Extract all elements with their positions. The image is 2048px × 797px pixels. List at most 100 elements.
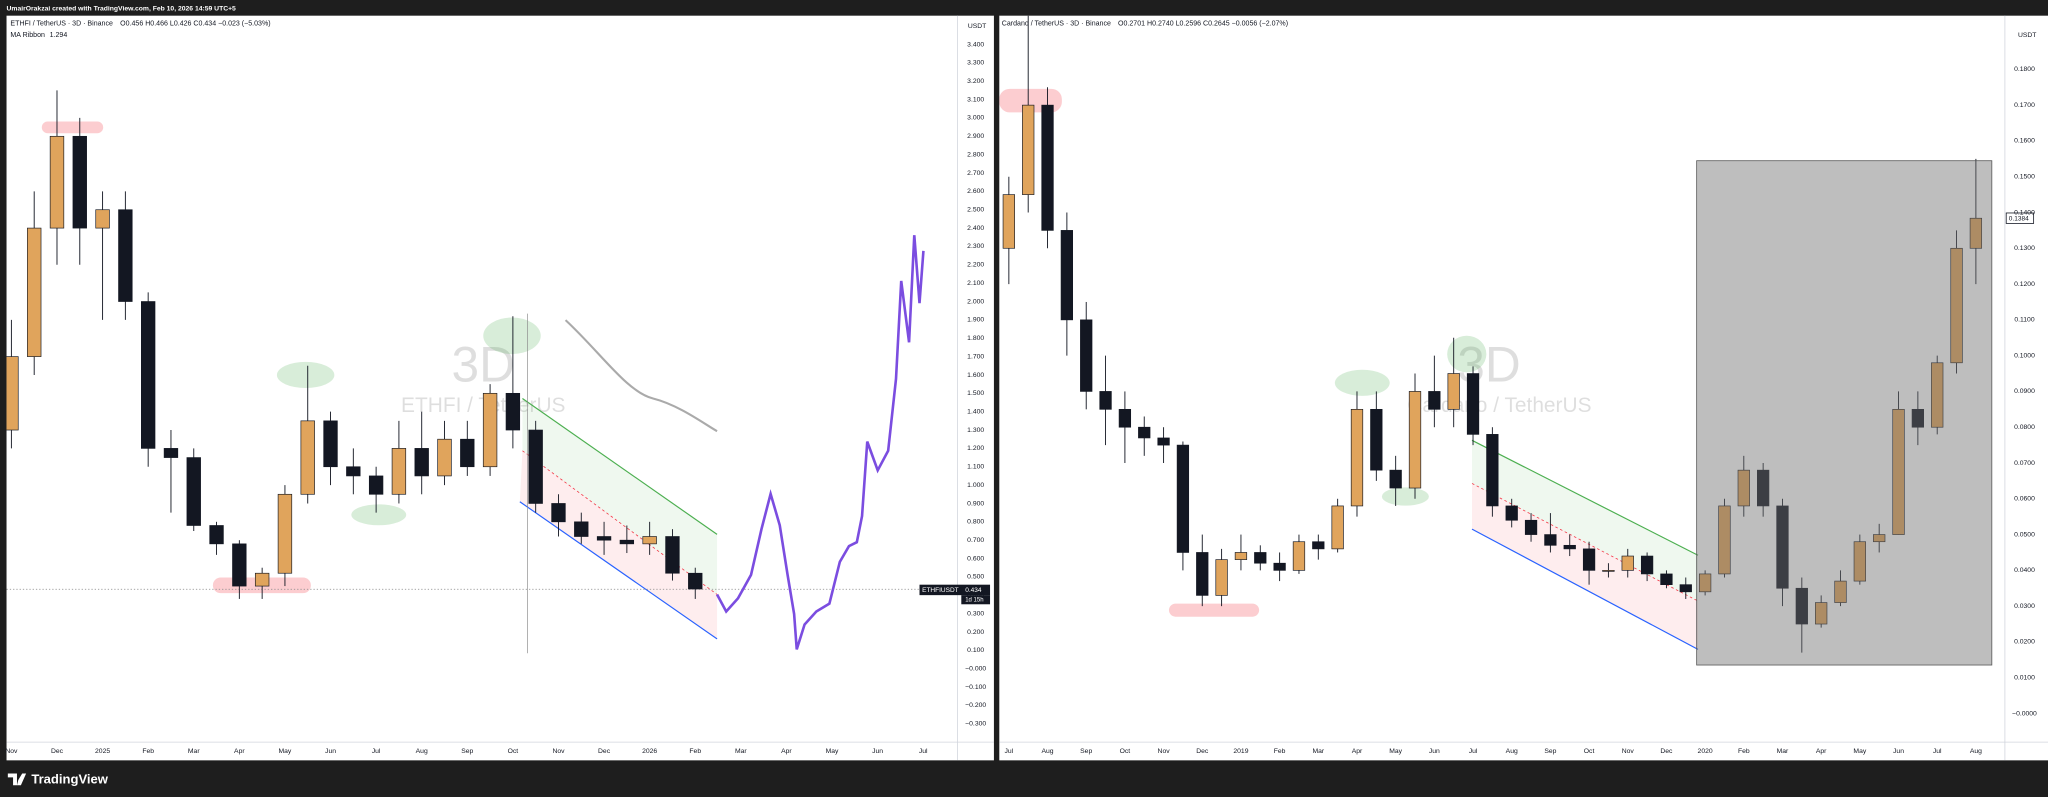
y-tick-label: −0.300 [965,721,986,728]
x-tick-label: Dec [1660,748,1673,755]
x-tick-label: Mar [188,748,200,755]
x-tick-label: May [1389,748,1402,755]
x-tick-label: Sep [1080,748,1092,755]
y-tick-label: 3.300 [967,60,984,67]
x-tick-label: Sep [461,748,473,755]
channel-line [1471,528,1699,650]
x-tick-label: Apr [781,748,792,755]
candle-body [665,536,680,574]
x-tick-label: Nov [552,748,565,755]
y-tick-label: 0.0800 [2014,424,2035,431]
candle-body [1176,444,1190,553]
y-tick-label: −0.0000 [2012,710,2037,717]
watermark: 3D [452,337,515,393]
x-tick-label: Jul [1933,748,1942,755]
candle-body [1312,541,1325,550]
right-panel [999,15,2048,761]
y-tick-label: 3.400 [967,41,984,48]
candle-body [1582,548,1596,571]
x-tick-label: May [826,748,839,755]
candle-body [642,536,657,545]
candle-body [1389,469,1402,489]
candle-body [1660,573,1673,585]
y-tick-label: 0.0300 [2014,603,2035,610]
indicator: MA Ribbon [10,32,45,39]
y-tick-label: 2.900 [967,133,984,140]
countdown-bg [961,595,991,605]
x-tick-label: Jun [1429,748,1440,755]
y-tick-label: 2.500 [967,207,984,214]
divider [993,15,1000,761]
channel-fill [519,450,718,639]
candle-body [186,457,201,526]
y-tick-label: 1.700 [967,353,984,360]
candle-body [391,448,407,495]
x-tick-label: Oct [508,748,519,755]
brand: TradingView [31,771,108,786]
y-tick-label: 3.100 [967,96,984,103]
candle-body [1563,544,1576,550]
candle-body [1408,391,1422,489]
y-tick-label: 0.1500 [2014,174,2035,181]
x-tick-label: 2019 [1233,748,1248,755]
candle-body [209,525,224,545]
highlight [276,361,335,389]
candle-body [1757,469,1770,507]
candle-body [232,543,247,587]
x-tick-label: Sep [1544,748,1556,755]
candle-body [1196,552,1209,596]
candle-body [1041,104,1054,231]
y-tick-label: 2.000 [967,298,984,305]
y-tick-label: 2.600 [967,188,984,195]
y-tick-label: 0.1200 [2014,281,2035,288]
candle-body [1950,247,1963,364]
symbol: ETHFI / TetherUS · 3D · Binance [10,20,113,27]
x-tick-label: Jul [1469,748,1478,755]
candle-body [1640,555,1654,575]
candle-body [1234,552,1248,560]
candle-body [118,209,133,302]
y-tick-label: 0.1100 [2014,317,2034,324]
candle-body [277,493,293,574]
credit: UmairOrakzai created with TradingView.co… [7,5,237,12]
x-tick-label: Mar [735,748,747,755]
highlight [483,317,541,355]
x-tick-label: Feb [689,748,701,755]
y-tick-label: 0.700 [967,537,984,544]
y-tick-label: 0.0700 [2014,460,2035,467]
candle-body [619,539,635,545]
x-tick-label: Dec [51,748,64,755]
candle-body [1118,408,1132,428]
candle-body [1776,505,1789,589]
candle-body [574,521,589,537]
y-tick-label: 0.800 [967,519,984,526]
candle-body [551,503,566,523]
y-tick-label: 0.1400 [2014,209,2035,216]
price-tag-bg [919,584,991,596]
candle-body [1795,587,1808,625]
x-tick-label: Dec [598,748,611,755]
candle-body [1447,373,1460,410]
x-tick-label: Oct [1120,748,1131,755]
candle-body [1679,584,1692,593]
candle-body [1505,505,1518,521]
candle-body [1524,519,1538,535]
channel-line [522,398,718,535]
x-tick-label: Aug [1506,748,1518,755]
y-tick-label: 0.1000 [2014,352,2035,359]
price-tag-symbol: ETHFIUSDT [922,587,959,594]
projection [715,235,925,650]
candle-body [368,475,384,495]
x-tick-label: Feb [1738,748,1750,755]
y-tick-label: 0.0400 [2014,567,2035,574]
indicator-value: 1.294 [50,32,68,39]
y-tick-label: 2.200 [967,262,984,269]
left-panel [6,15,994,761]
candle-body [27,227,42,357]
currency: USDT [968,23,986,30]
candle-body [1002,194,1015,249]
y-tick-label: 0.900 [967,500,984,507]
candle-body [528,429,543,504]
candle-body [72,135,87,229]
x-tick-label: Mar [1777,748,1789,755]
